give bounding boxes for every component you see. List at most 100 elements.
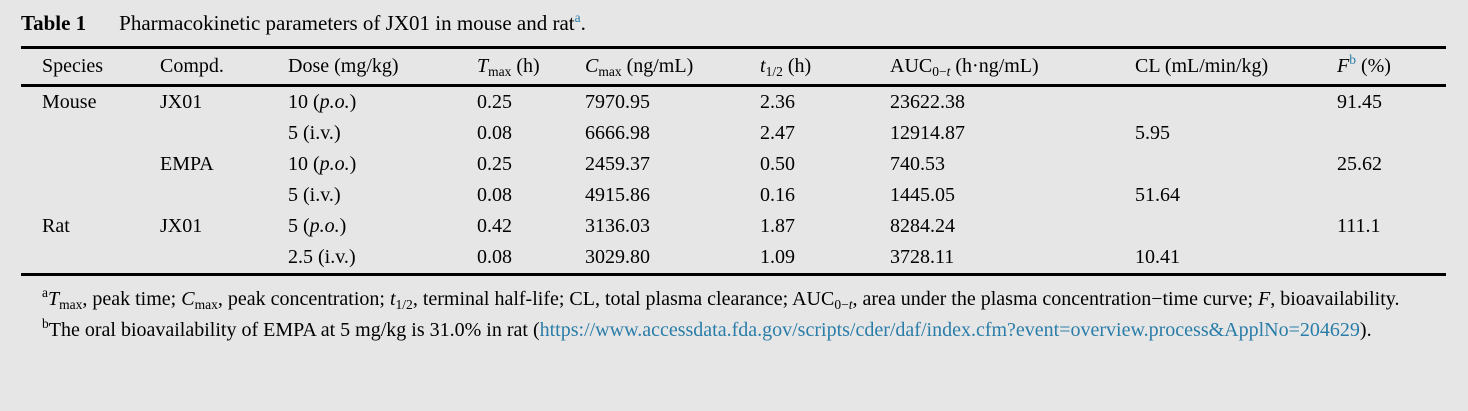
footnote-text: ). [1359,318,1372,341]
f-symbol: F [1258,288,1271,310]
cell-auc: 740.53 [890,153,945,175]
f-unit: (%) [1355,55,1391,77]
thalf-subscript: 1/2 [765,64,783,79]
cell-auc: 3728.11 [890,242,1135,276]
table-row: EMPA 10 (p.o.) 0.25 2459.37 0.50 740.53 … [21,149,1446,180]
pk-table: Species Compd. Dose (mg/kg) Tmax (h) Cma… [21,46,1446,276]
cell-thalf: 0.16 [760,184,795,206]
dose-close: ) [339,215,347,237]
cell-cmax: 7970.95 [585,91,650,113]
dose-amount: 10 ( [288,153,320,175]
cmax-subscript: max [194,297,218,312]
tmax-unit: (h) [511,55,540,77]
auc-subscript-range: 0− [932,64,947,79]
dose-amount: 5 ( [288,122,310,144]
cell-dose: 10 (p.o.) [288,149,477,180]
caption-period: . [580,11,586,35]
cell-tmax: 0.25 [477,153,512,175]
cell-f: 91.45 [1337,91,1382,113]
dose-amount: 5 ( [288,184,310,206]
cell-compd: JX01 [160,215,203,237]
auc-subscript-t: t [946,64,951,79]
cell-f: 111.1 [1337,215,1381,237]
page: Table 1 Pharmacokinetic parameters of JX0… [21,0,1446,345]
cmax-symbol: C [181,288,195,310]
thalf-unit: (h) [782,55,812,77]
dose-close: ) [349,153,357,175]
cell-cmax: 4915.86 [585,184,650,206]
footnote-b-marker: b [42,315,49,331]
table-row: 5 (i.v.) 0.08 6666.98 2.47 12914.87 5.95 [21,118,1446,149]
tmax-symbol: T [48,288,60,310]
table-title: Pharmacokinetic parameters of JX01 in mo… [119,11,575,35]
dose-amount: 5 ( [288,215,310,237]
auc-symbol: AUC [890,55,933,77]
thalf-symbol: t [389,288,396,310]
col-header-cmax: Cmax (ng/mL) [585,47,760,87]
cell-f [1337,242,1446,276]
footnote-a-marker: a [42,285,48,300]
cell-thalf: 0.50 [760,153,795,175]
dose-close: ) [333,184,341,206]
footnote-text: , terminal half-life; CL, total plasma c… [412,288,835,310]
table-footnotes: aTmax, peak time; Cmax, peak concentrati… [21,284,1446,345]
cmax-symbol: C [585,55,599,77]
dose-route: i.v. [309,122,334,144]
cell-cmax: 3029.80 [585,242,760,276]
cell-thalf: 2.47 [760,122,795,144]
cell-compd: JX01 [160,91,203,113]
cell-auc: 1445.05 [890,184,955,206]
cell-species [21,149,160,180]
f-symbol: F [1337,55,1350,77]
cell-compd [160,242,288,276]
dose-close: ) [349,91,357,113]
cell-thalf: 2.36 [760,91,795,113]
footnote-ref-a-link: a [574,10,581,25]
cell-species [21,180,160,211]
auc-subscript-range: 0− [834,297,849,312]
cell-tmax: 0.08 [477,242,585,276]
dose-route: p.o. [319,91,350,113]
dose-route: p.o. [319,153,350,175]
auc-subscript-t: t [848,297,853,312]
tmax-subscript: max [59,297,83,312]
cell-cmax: 3136.03 [585,215,650,237]
fda-link[interactable]: https://www.accessdata.fda.gov/scripts/c… [539,318,1360,341]
footnote-text: , peak time; [82,288,182,310]
auc-unit: (h·ng/mL) [950,55,1039,77]
cell-dose: 5 (p.o.) [288,211,477,242]
col-header-auc: AUC0−t (h·ng/mL) [890,47,1135,87]
dose-route: p.o. [309,215,340,237]
auc-subscript: 0−t [834,297,852,312]
cell-tmax: 0.08 [477,184,512,206]
cmax-subscript: max [598,64,622,79]
cell-tmax: 0.08 [477,122,512,144]
cell-cl: 5.95 [1135,122,1170,144]
cell-species: Mouse [42,91,97,113]
dose-close: ) [348,246,356,268]
col-header-cl: CL (mL/min/kg) [1135,47,1337,87]
footnote-text: , peak concentration; [217,288,390,310]
footnote-a: aTmax, peak time; Cmax, peak concentrati… [21,284,1446,315]
header-row: Species Compd. Dose (mg/kg) Tmax (h) Cma… [21,47,1446,87]
col-header-compd: Compd. [160,47,288,87]
cell-compd [160,180,288,211]
table-row: Rat JX01 5 (p.o.) 0.42 3136.03 1.87 8284… [21,211,1446,242]
cell-cmax: 2459.37 [585,153,650,175]
cell-species [21,118,160,149]
table-caption: Table 1 Pharmacokinetic parameters of JX0… [21,0,1446,38]
tmax-subscript: max [488,64,512,79]
thalf-symbol: t [760,55,766,77]
col-header-thalf: t1/2 (h) [760,47,890,87]
cell-tmax: 0.42 [477,215,512,237]
cell-dose: 5 (i.v.) [288,180,477,211]
cell-compd [160,118,288,149]
cell-thalf: 1.09 [760,242,890,276]
cell-cl: 51.64 [1135,184,1180,206]
dose-amount: 2.5 ( [288,246,325,268]
cell-dose: 10 (p.o.) [288,86,477,119]
table-row: Mouse JX01 10 (p.o.) 0.25 7970.95 2.36 2… [21,86,1446,119]
footnote-text: , area under the plasma concentration−ti… [852,288,1259,310]
table-row: 2.5 (i.v.) 0.08 3029.80 1.09 3728.11 10.… [21,242,1446,276]
cell-cl [1135,211,1337,242]
